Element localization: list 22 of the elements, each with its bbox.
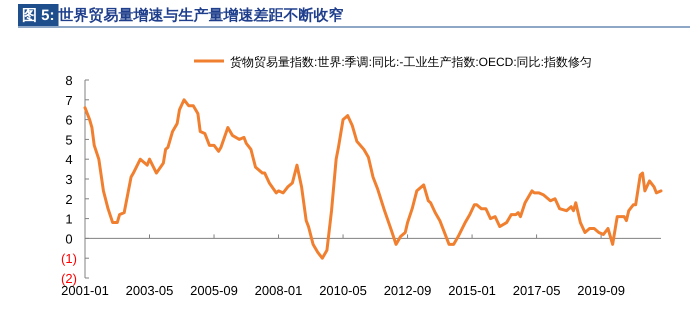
chart-title: 图 5: 世界贸易量增速与生产量增速差距不断收窄 (22, 6, 344, 24)
x-tick-label: 2010-05 (319, 283, 367, 298)
y-tick-label: (1) (61, 251, 77, 266)
y-tick-label: 4 (65, 152, 73, 168)
x-tick-label: 2003-05 (126, 283, 174, 298)
y-tick-label: 1 (65, 212, 73, 227)
y-tick-label: 5 (65, 132, 73, 148)
legend: 货物贸易量指数:世界:季调:同比:-工业生产指数:OECD:同比:指数修匀 (194, 55, 592, 69)
y-tick-label: 7 (65, 92, 73, 108)
line-series (84, 98, 662, 260)
x-tick-label: 2015-01 (448, 283, 496, 298)
y-tick-label: 3 (65, 172, 73, 187)
x-tick-label: 2012-09 (384, 283, 432, 298)
y-tick-label: (2) (61, 271, 77, 286)
x-tick-label: 2008-01 (254, 283, 302, 298)
x-tick-label: 2017-05 (512, 283, 560, 298)
y-tick-label: 8 (65, 73, 73, 88)
y-tick-label: 6 (65, 112, 73, 128)
x-tick-label: 2019-09 (577, 283, 625, 298)
y-tick-label: 0 (65, 231, 73, 246)
x-tick-label: 2005-09 (190, 283, 238, 298)
y-tick-label: 2 (65, 192, 73, 207)
